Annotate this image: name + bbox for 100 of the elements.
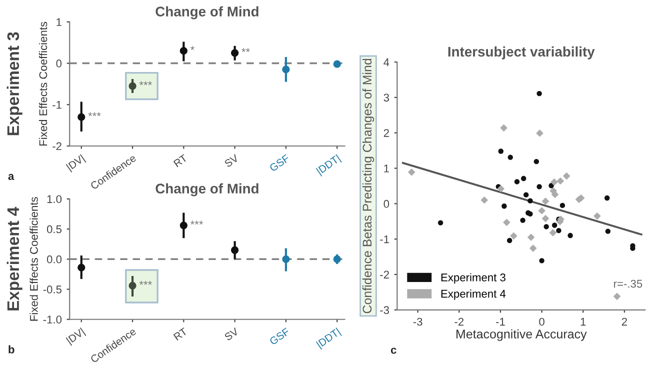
y-axis-title: Fixed Effects Coefficients [38, 22, 48, 146]
point [538, 207, 546, 214]
annotation: r=-.35 [614, 280, 642, 288]
y-tick-label: -1.0 [43, 316, 62, 324]
point [542, 214, 550, 222]
x-tick-label: -1 [496, 318, 505, 326]
y-tick-label: 1 [56, 18, 62, 26]
x-tick-label: -2 [454, 318, 464, 326]
y-tick-label: 0 [384, 200, 390, 208]
point [551, 190, 559, 198]
y-tick-label: 3 [384, 94, 390, 102]
point [539, 258, 544, 264]
annotation: ** [242, 48, 250, 52]
x-axis-title: Metacognitive Accuracy [456, 329, 587, 341]
point [536, 184, 542, 190]
point [604, 195, 610, 201]
y-tick-label: 0 [56, 60, 62, 68]
point [510, 232, 518, 240]
point [523, 192, 529, 198]
point [544, 224, 549, 230]
y-tick-label: -2 [380, 270, 389, 279]
text: c [390, 348, 396, 354]
point [333, 60, 341, 68]
point [520, 218, 526, 223]
point [282, 255, 290, 263]
annotation: * [190, 46, 194, 50]
point [408, 168, 416, 176]
y-tick-label: 0.5 [46, 225, 62, 234]
point [534, 158, 540, 164]
point [333, 255, 341, 263]
y-tick-label: -1 [380, 235, 389, 244]
point [550, 178, 558, 186]
y-tick-label: -2 [52, 142, 62, 150]
point [562, 172, 570, 180]
chart-title: Intersubject variability [448, 46, 595, 60]
annotation: *** [139, 280, 152, 285]
chart-title: Change of Mind [156, 183, 258, 196]
point [560, 202, 566, 208]
point [536, 130, 544, 137]
point [556, 228, 562, 234]
text: b [8, 345, 14, 354]
x-tick-label: RT [173, 154, 188, 168]
point [230, 246, 239, 254]
point [128, 82, 136, 90]
x-tick-label: 1 [580, 318, 586, 326]
y-tick-label: 2 [384, 129, 389, 137]
point [502, 204, 507, 209]
y-tick-label: 4 [384, 58, 390, 66]
point [556, 177, 564, 185]
point [514, 179, 520, 184]
point [502, 218, 510, 226]
point [521, 176, 526, 182]
point [593, 212, 601, 220]
x-tick-label: GSF [268, 327, 290, 346]
point [230, 49, 239, 57]
point [536, 90, 542, 96]
point [613, 292, 621, 300]
point [180, 222, 188, 230]
point [528, 198, 533, 204]
y-axis-title: Confidence Betas Predicting Changes of Mind [362, 58, 374, 314]
chart-title: Change of Mind [156, 6, 258, 20]
point [508, 154, 513, 160]
x-tick-label: SV [224, 154, 240, 168]
point [568, 232, 573, 238]
text: Experiment 3 [6, 32, 22, 136]
point [438, 220, 444, 226]
y-tick-label: -3 [380, 306, 390, 314]
x-tick-label: SV [224, 327, 240, 341]
point [128, 282, 136, 290]
x-tick-label: 2 [622, 318, 627, 326]
point [78, 264, 86, 272]
point [506, 238, 512, 244]
y-axis-title: Fixed Effects Coefficients [30, 197, 38, 321]
point [497, 185, 505, 192]
point [549, 229, 557, 236]
point [542, 198, 550, 205]
text: a [8, 174, 14, 180]
point [180, 47, 188, 55]
x-tick-label: -3 [413, 318, 422, 326]
y-tick-label: -0.5 [43, 286, 62, 294]
point [498, 148, 504, 154]
point [527, 234, 535, 241]
point [529, 244, 537, 252]
legend-label: Experiment 4 [441, 290, 506, 300]
point [78, 113, 86, 121]
point [282, 66, 290, 74]
point [500, 124, 508, 132]
point [480, 196, 488, 204]
point [552, 222, 558, 228]
x-tick-label: 0 [539, 318, 544, 326]
y-tick-label: -1 [52, 101, 62, 109]
annotation: *** [88, 112, 101, 116]
annotation: *** [139, 81, 152, 86]
legend-label: Experiment 3 [441, 273, 506, 284]
x-tick-label: RT [173, 327, 188, 341]
point [605, 228, 611, 234]
y-tick-label: 0.0 [46, 255, 62, 264]
y-tick-label: 1.0 [47, 195, 62, 204]
annotation: *** [190, 220, 204, 225]
text: Experiment 4 [6, 206, 22, 310]
